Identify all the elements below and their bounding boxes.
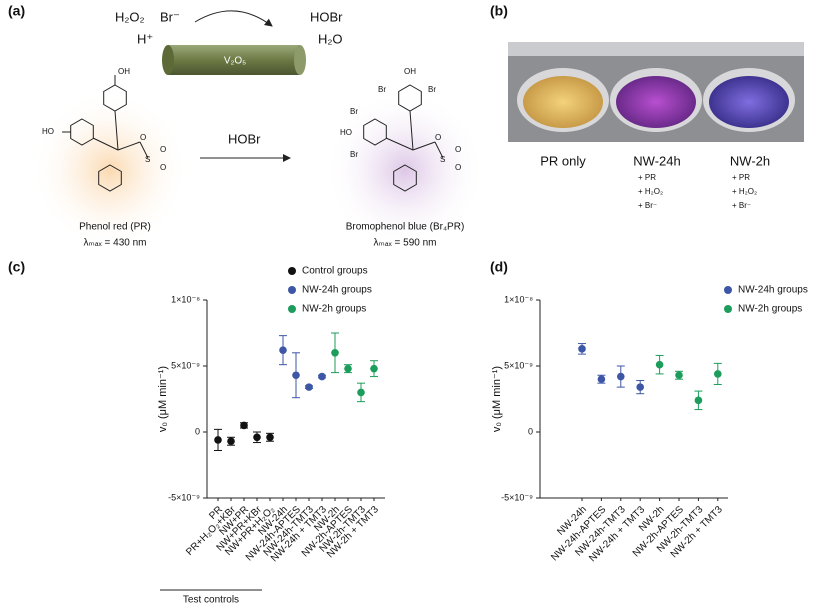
point (292, 371, 300, 380)
atom: O (455, 145, 461, 154)
atom: O (455, 163, 461, 172)
point (675, 371, 683, 380)
atom: Br (378, 85, 386, 94)
legend-label: NW-24h groups (738, 285, 808, 296)
atom: OH (118, 67, 130, 76)
compound-lambda: λₘₐₓ = 590 nm (374, 238, 437, 249)
point (617, 372, 625, 381)
atom: HO (340, 128, 352, 137)
nanowire (162, 45, 174, 75)
arrow-label: HOBr (228, 131, 261, 146)
y-tick-label: 0 (195, 426, 200, 436)
y-tick-label: -5×10⁻⁹ (168, 492, 200, 502)
photo (508, 42, 804, 56)
y-tick-label: 0 (528, 426, 533, 436)
point (214, 436, 222, 444)
glow (325, 90, 485, 250)
point (357, 388, 365, 397)
well (616, 76, 696, 128)
additive: + PR (638, 173, 656, 182)
atom: Br (428, 85, 436, 94)
nanowire (168, 45, 300, 75)
legend-label: NW-24h groups (302, 285, 372, 296)
legend-label: NW-2h groups (738, 304, 802, 315)
additive: + Br⁻ (732, 201, 751, 210)
nanowire (294, 45, 306, 75)
well-title: NW-2h (730, 153, 770, 168)
panel-a: (a) H₂O₂ Br⁻ H⁺ HOBr H₂O V₂O₅ OH HO O S … (8, 3, 485, 250)
atom: HO (42, 127, 54, 136)
glow (30, 90, 190, 250)
y-tick-label: 5×10⁻⁹ (504, 360, 533, 370)
panel-label: (a) (8, 3, 25, 19)
legend-marker (724, 305, 732, 313)
y-tick-label: 5×10⁻⁹ (171, 360, 200, 370)
atom: O (160, 163, 166, 172)
point (636, 383, 644, 391)
y-tick-label: -5×10⁻⁹ (501, 492, 533, 502)
panel-label: (d) (490, 259, 508, 275)
point (253, 433, 261, 442)
y-tick-label: 1×10⁻⁸ (504, 294, 533, 304)
point (266, 433, 274, 442)
additive: + H₂O₂ (732, 187, 757, 196)
panel-label: (b) (490, 3, 508, 19)
panel-b: (b) PR only NW-24h + PR + H₂O₂ + Br⁻ NW-… (490, 3, 804, 210)
atom: O (160, 145, 166, 154)
compound-name: Phenol red (PR) (79, 222, 151, 233)
panel-label: (c) (8, 259, 25, 275)
point (597, 375, 606, 384)
point (370, 364, 378, 373)
additive: + Br⁻ (638, 201, 657, 210)
point (318, 372, 326, 381)
well-title: PR only (540, 153, 586, 168)
catalyst-label: V₂O₅ (224, 56, 246, 67)
legend-marker (288, 286, 296, 294)
well (523, 76, 603, 128)
legend-label: NW-2h groups (302, 304, 366, 315)
y-axis-label: v₀ (μM min⁻¹) (157, 366, 169, 432)
point (344, 364, 352, 373)
additive: + PR (732, 173, 750, 182)
reagent: H⁺ (137, 31, 153, 46)
legend-marker (724, 286, 732, 294)
arrow (194, 10, 273, 27)
legend-marker (288, 305, 296, 313)
legend-marker (288, 267, 296, 275)
point (305, 383, 313, 391)
group-label: Test controls (183, 595, 239, 606)
atom: O (435, 133, 441, 142)
point (655, 360, 664, 369)
atom: S (145, 155, 150, 164)
atom: O (140, 133, 146, 142)
point (578, 345, 586, 353)
product: H₂O (318, 31, 343, 46)
atom: OH (404, 67, 416, 76)
compound-name: Bromophenol blue (Br₄PR) (346, 222, 465, 233)
point (714, 370, 722, 378)
reagent: H₂O₂ (115, 9, 145, 24)
atom: Br (350, 150, 358, 159)
atom: S (440, 155, 445, 164)
product: HOBr (310, 9, 343, 24)
legend-label: Control groups (302, 266, 368, 277)
point (279, 346, 287, 354)
well-title: NW-24h (633, 153, 680, 168)
y-axis-label: v₀ (μM min⁻¹) (491, 366, 503, 432)
point (227, 437, 235, 446)
atom: Br (350, 107, 358, 116)
y-tick-label: 1×10⁻⁸ (171, 294, 200, 304)
reagent: Br⁻ (160, 9, 180, 24)
point (694, 396, 703, 405)
well (709, 76, 789, 128)
point (331, 349, 339, 357)
point (240, 421, 248, 430)
compound-lambda: λₘₐₓ = 430 nm (84, 238, 147, 249)
additive: + H₂O₂ (638, 187, 663, 196)
